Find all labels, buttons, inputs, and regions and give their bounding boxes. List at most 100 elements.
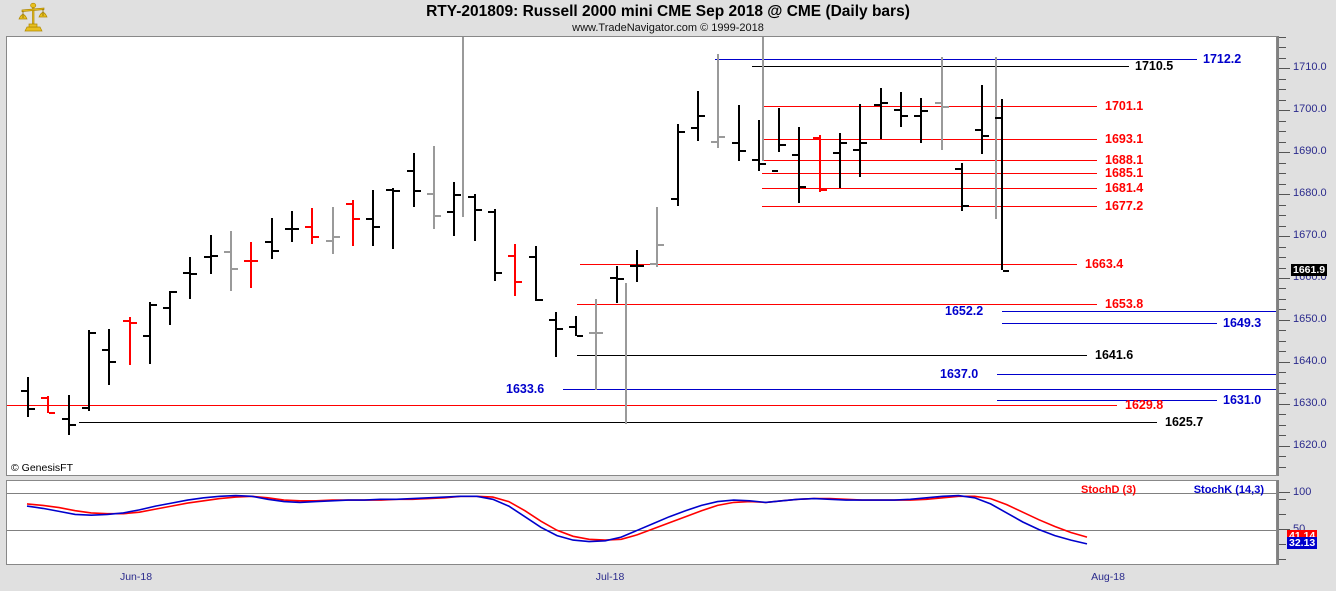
stochastic-axis[interactable]: 1005041.1432.13: [1277, 480, 1336, 565]
genesisft-watermark: © GenesisFT: [11, 462, 74, 474]
price-level-line[interactable]: [762, 105, 1097, 107]
price-level-line[interactable]: [762, 160, 1097, 162]
bar-close-tick: [150, 303, 157, 306]
bar-high-low: [47, 395, 50, 413]
bar-close-tick: [983, 135, 990, 138]
price-level-line[interactable]: [577, 303, 1097, 305]
price-level-label[interactable]: 1701.1: [1105, 98, 1144, 113]
bar-close-tick: [49, 412, 56, 415]
bar-open-tick: [447, 211, 454, 214]
price-level-line[interactable]: [79, 421, 1157, 423]
bar-high-low: [737, 105, 740, 161]
price-level-line[interactable]: [762, 188, 1097, 190]
bar-high-low: [108, 329, 111, 386]
stochastic-pane[interactable]: StochD (3) StochK (14,3): [6, 480, 1277, 565]
stochastic-gridline: [7, 530, 1276, 532]
bar-close-tick: [110, 361, 117, 364]
bar-close-tick: [556, 327, 563, 330]
legend-stochk[interactable]: StochK (14,3): [1193, 484, 1264, 496]
bar-open-tick: [345, 202, 352, 205]
cursor-line[interactable]: [462, 37, 464, 217]
price-level-label[interactable]: 1681.4: [1105, 181, 1144, 196]
cursor-line[interactable]: [625, 283, 627, 424]
bar-open-tick: [873, 103, 880, 106]
bar-close-tick: [272, 250, 279, 253]
bar-high-low: [757, 120, 760, 172]
price-level-line[interactable]: [762, 139, 1097, 141]
bar-high-low: [696, 91, 699, 142]
bar-close-tick: [89, 331, 96, 334]
bar-high-low: [128, 316, 131, 366]
bar-high-low: [717, 53, 720, 149]
price-level-line[interactable]: [1002, 322, 1217, 324]
price-level-line[interactable]: [577, 355, 1087, 357]
bar-open-tick: [244, 260, 251, 263]
price-level-line[interactable]: [563, 388, 1276, 390]
legend-stochd[interactable]: StochD (3): [1081, 484, 1136, 496]
bar-open-tick: [893, 108, 900, 111]
price-chart-pane[interactable]: 1712.2 1710.5 1701.1 1693.1 1688.1 1685.1 1681…: [6, 36, 1277, 476]
bar-high-low: [493, 209, 496, 281]
price-level-label[interactable]: 1685.1: [1105, 165, 1144, 180]
price-level-line[interactable]: [7, 404, 1117, 406]
bar-open-tick: [264, 241, 271, 244]
bar-open-tick: [325, 240, 332, 243]
bar-open-tick: [284, 228, 291, 231]
price-level-label[interactable]: 1677.2: [1105, 198, 1144, 213]
cursor-line[interactable]: [762, 37, 764, 161]
price-level-label[interactable]: 1625.7: [1165, 414, 1204, 429]
price-axis[interactable]: 1710.0 1700.0 1690.0 1680.0 1670.0 1660.0 1650…: [1277, 36, 1336, 476]
price-level-label[interactable]: 1631.0: [1223, 392, 1262, 407]
price-level-line[interactable]: [580, 263, 1077, 265]
price-level-line[interactable]: [715, 59, 1197, 61]
bar-open-tick: [934, 101, 941, 104]
price-level-label[interactable]: 1710.5: [1135, 59, 1174, 74]
bar-open-tick: [305, 225, 312, 228]
bar-high-low: [67, 395, 70, 435]
cursor-line[interactable]: [995, 57, 997, 219]
price-level-line[interactable]: [762, 205, 1097, 207]
price-level-label[interactable]: 1653.8: [1105, 296, 1144, 311]
bar-close-tick: [861, 142, 868, 145]
price-level-label[interactable]: 1663.4: [1085, 256, 1124, 271]
bar-high-low: [839, 132, 841, 188]
price-axis-minor-tick: [1279, 141, 1286, 143]
bar-close-tick: [29, 407, 35, 410]
bar-close-tick: [292, 227, 299, 230]
price-level-label[interactable]: 1649.3: [1223, 315, 1262, 330]
price-axis-minor-tick: [1279, 162, 1286, 164]
price-level-label[interactable]: 1688.1: [1105, 153, 1144, 168]
bar-open-tick: [21, 390, 27, 393]
price-axis-tick: [1279, 152, 1290, 154]
price-level-label[interactable]: 1629.8: [1125, 397, 1164, 412]
bar-close-tick: [739, 149, 746, 152]
bar-open-tick: [711, 140, 718, 143]
bar-close-tick: [698, 115, 705, 118]
price-level-label[interactable]: 1633.6: [506, 381, 545, 396]
bar-open-tick: [954, 168, 961, 171]
bar-close-tick: [313, 236, 320, 239]
time-axis[interactable]: Jun-18 Jul-18 Aug-18: [0, 565, 1336, 591]
stochastic-axis-minor-tick: [1279, 514, 1286, 516]
price-level-label[interactable]: 1641.6: [1095, 348, 1134, 363]
bar-high-low: [473, 194, 476, 241]
bar-open-tick: [528, 255, 535, 258]
price-level-line[interactable]: [762, 172, 1097, 174]
price-level-line[interactable]: [997, 399, 1217, 401]
price-level-label[interactable]: 1652.2: [945, 303, 984, 318]
bar-open-tick: [670, 198, 677, 201]
price-level-label[interactable]: 1693.1: [1105, 132, 1144, 147]
price-axis-tick: [1279, 194, 1290, 196]
price-axis-minor-tick: [1279, 466, 1286, 468]
price-axis-minor-tick: [1279, 37, 1286, 38]
bar-high-low: [351, 200, 354, 247]
bar-high-low: [636, 249, 638, 283]
price-axis-minor-tick: [1279, 78, 1286, 80]
price-level-line[interactable]: [997, 374, 1276, 376]
price-axis-label: 1650.0: [1293, 312, 1327, 325]
bar-open-tick: [650, 263, 657, 266]
price-level-label[interactable]: 1712.2: [1203, 52, 1242, 67]
price-level-label[interactable]: 1637.0: [940, 367, 979, 382]
bar-open-tick: [467, 195, 474, 198]
price-level-line[interactable]: [1002, 310, 1276, 312]
